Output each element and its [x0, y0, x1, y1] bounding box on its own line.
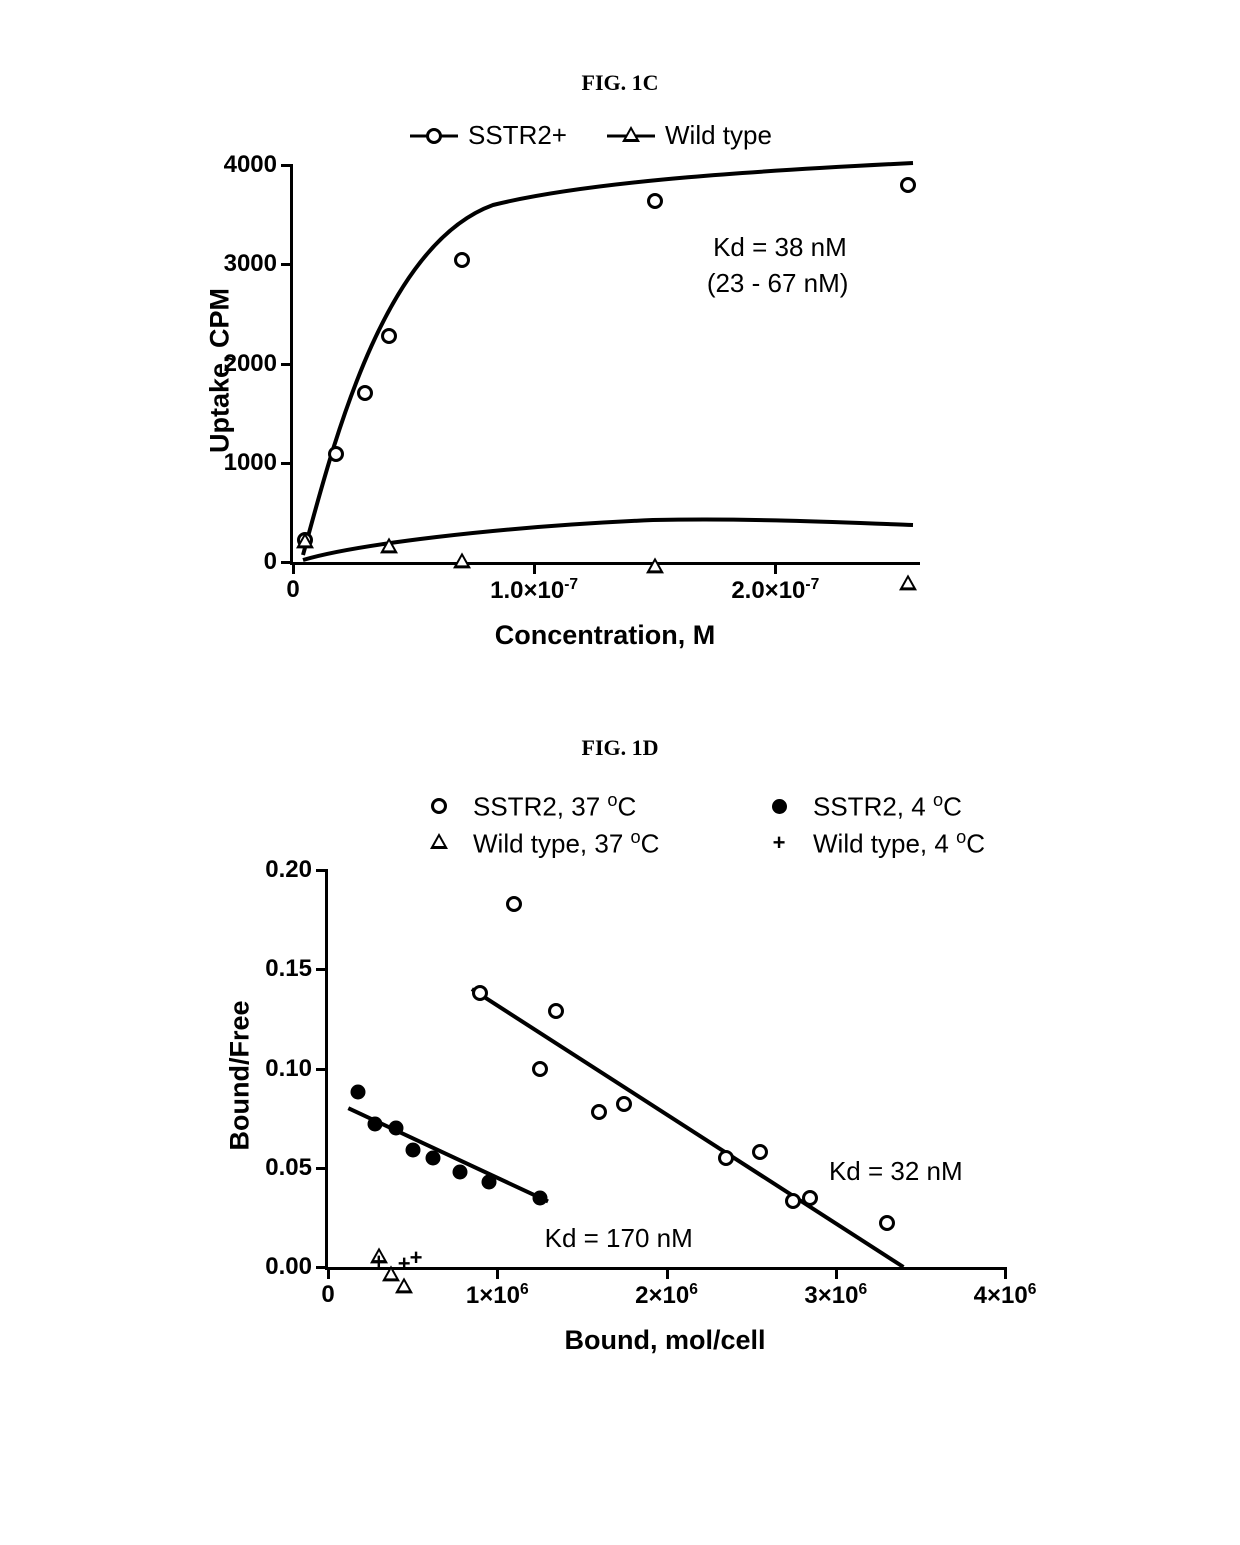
x-tick [292, 562, 295, 574]
data-point [591, 1104, 607, 1120]
chart-1d: SSTR2, 37 oC SSTR2, 4 oC Wild type, 37 o… [160, 790, 1100, 1410]
data-point [646, 558, 664, 574]
legend-label: SSTR2, 37 oC [473, 790, 636, 823]
legend-item-wild-37: Wild type, 37 oC [415, 827, 715, 860]
data-point [481, 1174, 496, 1189]
data-point [454, 252, 470, 268]
data-point [351, 1085, 366, 1100]
x-axis-label-1c: Concentration, M [290, 620, 920, 651]
legend-item-sstr2: SSTR2+ [410, 120, 567, 151]
data-point [453, 553, 471, 569]
data-point [296, 533, 314, 549]
y-axis-label-1c: Uptake, CPM [205, 271, 236, 471]
legend-1c: SSTR2+ Wild type [410, 120, 772, 151]
x-tick-label: 2.0×10-7 [731, 576, 819, 605]
plot-area-1d: 0.000.050.100.150.2001×1062×1063×1064×10… [325, 870, 1005, 1270]
x-axis-label-1d: Bound, mol/cell [325, 1325, 1005, 1356]
circle-open-icon [415, 797, 463, 815]
data-point [395, 1277, 413, 1293]
chart-lines-1d [328, 870, 1008, 1270]
data-point [548, 1003, 564, 1019]
data-point [405, 1142, 420, 1157]
y-tick-label: 0.00 [265, 1253, 328, 1281]
data-point [532, 1190, 547, 1205]
triangle-open-line-icon [607, 127, 655, 145]
plot-area-1c: 0100020003000400001.0×10-72.0×10-7Kd = 3… [290, 165, 920, 565]
x-tick-label: 4×106 [974, 1281, 1037, 1310]
legend-item-sstr2-4: SSTR2, 4 oC [755, 790, 962, 823]
data-point: + [372, 1251, 385, 1273]
y-tick-label: 0.05 [265, 1154, 328, 1182]
data-point [388, 1121, 403, 1136]
legend-label: SSTR2, 4 oC [813, 790, 962, 823]
data-point [802, 1190, 818, 1206]
x-tick-label: 0 [286, 576, 299, 604]
legend-item-wild: Wild type [607, 120, 772, 151]
data-point [368, 1117, 383, 1132]
legend-label: Wild type [665, 120, 772, 151]
legend-label: Wild type, 4 oC [813, 827, 985, 860]
figure-title-1c: FIG. 1C [0, 70, 1240, 96]
data-point [785, 1193, 801, 1209]
x-tick-label: 3×106 [804, 1281, 867, 1310]
data-point [899, 575, 917, 591]
data-point [357, 385, 373, 401]
legend-item-wild-4: + Wild type, 4 oC [755, 827, 985, 860]
legend-1d: SSTR2, 37 oC SSTR2, 4 oC Wild type, 37 o… [415, 790, 985, 859]
chart-1c: SSTR2+ Wild type 0100020003000400001.0×1… [160, 125, 1040, 685]
y-axis-label-1d: Bound/Free [225, 976, 256, 1176]
data-point [532, 1061, 548, 1077]
y-tick-label: 4000 [224, 151, 293, 179]
data-point [647, 193, 663, 209]
data-point: + [410, 1247, 423, 1269]
data-point [616, 1096, 632, 1112]
annotation: Kd = 38 nM [713, 232, 847, 263]
x-tick [327, 1267, 330, 1279]
x-tick [496, 1267, 499, 1279]
chart-lines-1c [293, 165, 923, 565]
data-point [380, 538, 398, 554]
x-tick-label: 1.0×10-7 [490, 576, 578, 605]
annotation: (23 - 67 nM) [707, 268, 849, 299]
x-tick [835, 1267, 838, 1279]
y-tick-label: 0.15 [265, 955, 328, 983]
x-tick [666, 1267, 669, 1279]
x-tick [533, 562, 536, 574]
x-tick-label: 2×106 [635, 1281, 698, 1310]
data-point [879, 1215, 895, 1231]
triangle-open-icon [415, 834, 463, 852]
annotation: Kd = 170 nM [545, 1223, 693, 1254]
data-point [752, 1144, 768, 1160]
legend-label: Wild type, 37 oC [473, 827, 659, 860]
data-point [506, 896, 522, 912]
x-tick [774, 562, 777, 574]
data-point [718, 1150, 734, 1166]
x-tick-label: 1×106 [466, 1281, 529, 1310]
data-point [381, 328, 397, 344]
data-point [425, 1150, 440, 1165]
legend-item-sstr2-37: SSTR2, 37 oC [415, 790, 715, 823]
circle-filled-icon [755, 797, 803, 815]
data-point [328, 446, 344, 462]
y-tick-label: 0 [264, 548, 293, 576]
annotation: Kd = 32 nM [829, 1156, 963, 1187]
y-tick-label: 0.20 [265, 856, 328, 884]
data-point [900, 177, 916, 193]
data-point [453, 1164, 468, 1179]
circle-open-line-icon [410, 127, 458, 145]
y-tick-label: 0.10 [265, 1055, 328, 1083]
legend-label: SSTR2+ [468, 120, 567, 151]
x-tick [1004, 1267, 1007, 1279]
x-tick-label: 0 [321, 1281, 334, 1309]
plus-icon: + [755, 834, 803, 852]
data-point [472, 985, 488, 1001]
figure-title-1d: FIG. 1D [0, 735, 1240, 761]
